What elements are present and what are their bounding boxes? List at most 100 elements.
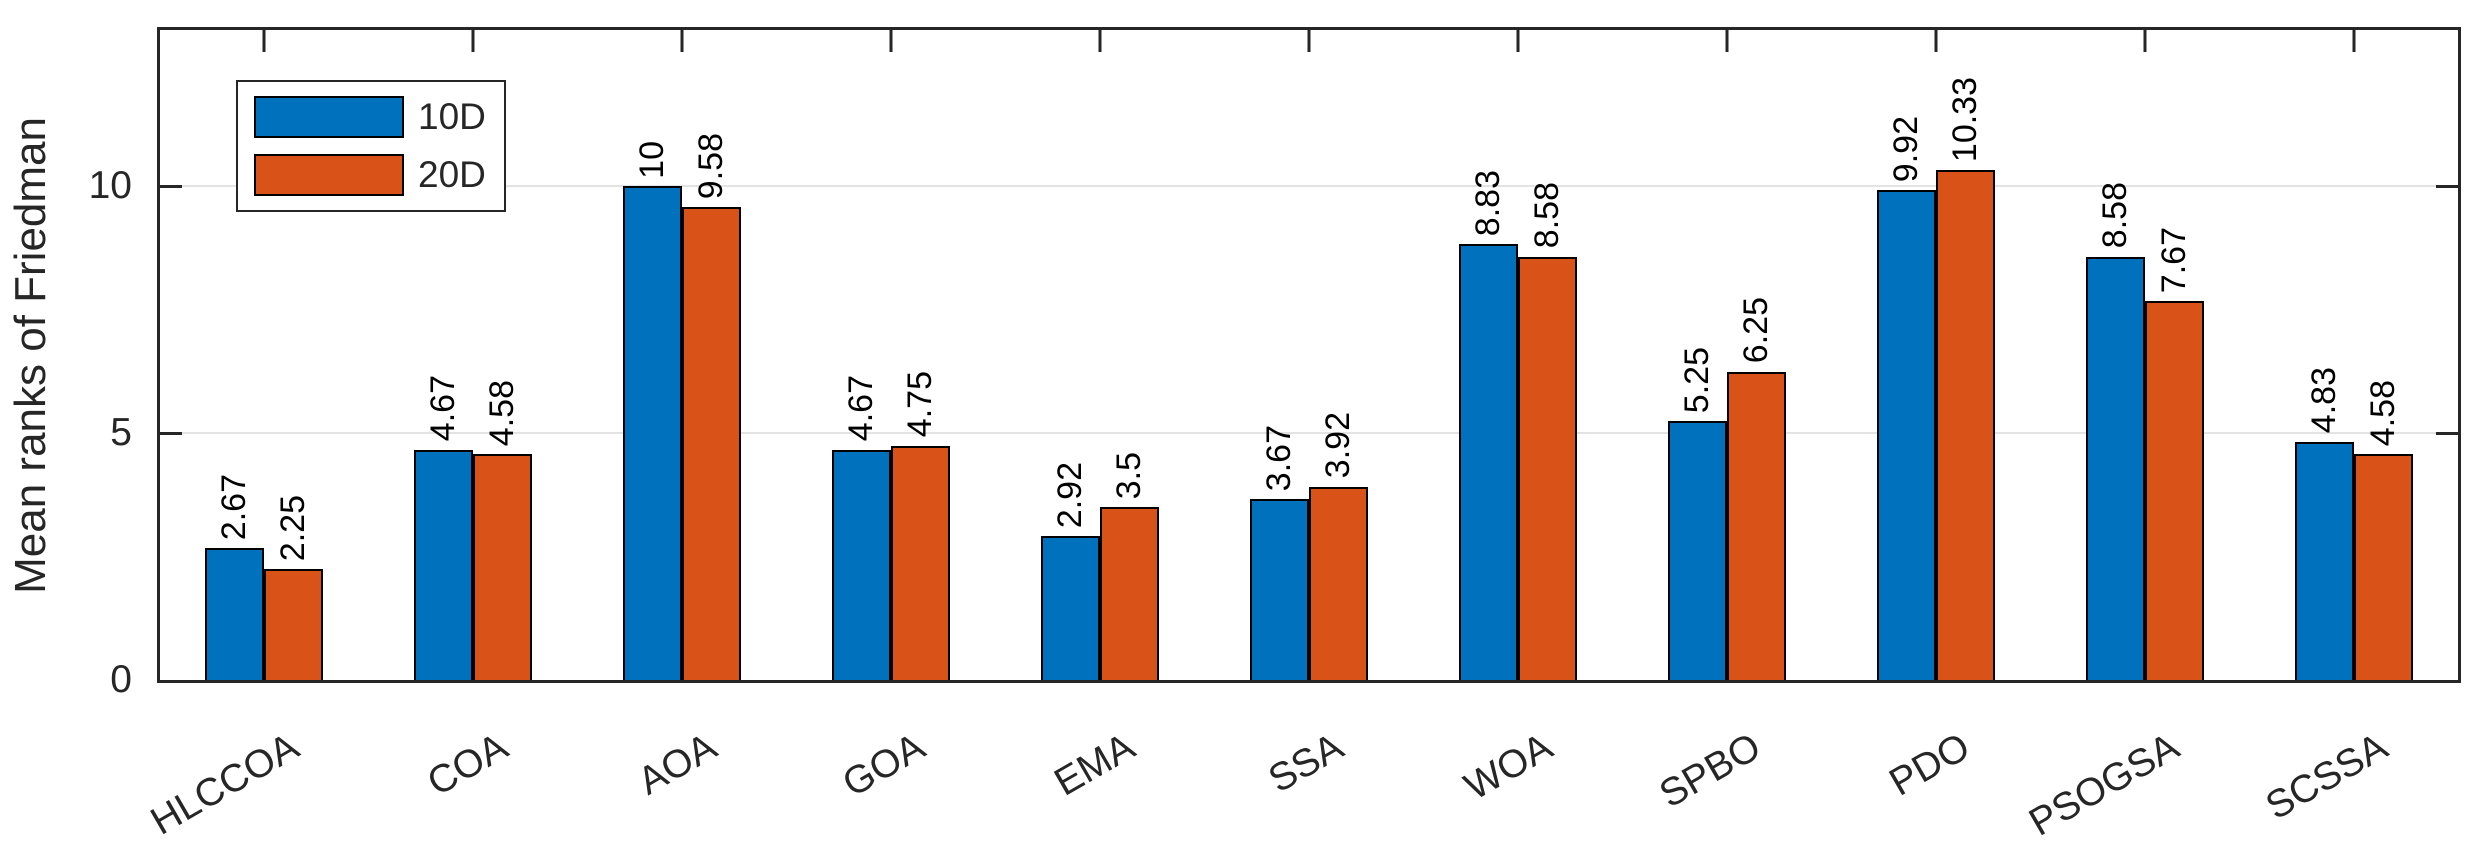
x-axis-category-label: GOA [836,725,933,806]
bar-pair: 2.92 3.5 [996,30,1205,680]
bar-10d-scssa [2294,441,2354,680]
x-axis-category-label: COA [420,725,515,805]
bar-groups: 2.67 2.25 HLCCOA 4.67 4.58 COA 10 9.58 AOA 4.67 4.… [144,30,2458,845]
bar-group-hlccoa: 2.67 2.25 HLCCOA [144,30,369,844]
y-tick-label: 5 [110,411,132,455]
bar-value-label: 6.25 [1736,297,1775,364]
x-axis-top-tick [680,30,684,52]
x-axis-category-label: EMA [1046,725,1142,805]
bar-value-label: 7.67 [2154,227,2193,294]
gridline [160,185,2458,188]
bar-wrap: 4.75 [891,30,951,680]
bar-20d-ema [1100,507,1160,680]
x-axis-top-tick [471,30,475,52]
bar-value-label: 9.92 [1886,116,1925,183]
bar-20d-spbo [1726,371,1786,680]
bar-group-pdo: 9.92 10.33 PDO [1831,30,2040,804]
plot-area: 2.67 2.25 HLCCOA 4.67 4.58 COA 10 9.58 AOA 4.67 4.… [144,27,2461,845]
bar-pair: 8.58 7.67 [2040,30,2249,680]
bar-10d-psogsa [2085,256,2145,680]
x-axis-top-tick [889,30,893,52]
bar-group-woa: 8.83 8.58 WOA [1413,30,1622,809]
bar-pair: 4.83 4.58 [2249,30,2458,680]
bar-wrap: 7.67 [2144,30,2204,680]
bar-group-psogsa: 8.58 7.67 PSOGSA [2022,30,2249,845]
bar-group-ssa: 3.67 3.92 SSA [1205,30,1414,801]
bar-10d-spbo [1667,420,1727,680]
bar-wrap: 2.25 [264,30,324,680]
bar-value-label: 4.58 [483,379,522,446]
x-axis-category-label: WOA [1457,725,1560,809]
bar-value-label: 4.67 [424,375,463,442]
bar-pair: 2.67 2.25 [160,30,369,680]
legend: 10D 20D [236,80,506,212]
bar-group-scssa: 4.83 4.58 SCSSA [2249,30,2458,828]
bar-20d-pdo [1935,170,1995,680]
bar-10d-ema [1041,535,1101,680]
bar-pair: 10 9.58 [578,30,787,680]
bar-value-label: 2.92 [1051,461,1090,528]
bar-value-label: 10.33 [1945,77,1984,163]
x-axis-top-tick [1725,30,1729,52]
bar-20d-woa [1517,256,1577,680]
bar-group-aoa: 10 9.58 AOA [578,30,787,803]
bar-wrap: 3.67 [1249,30,1309,680]
x-axis-top-tick [1934,30,1938,52]
legend-label: 10D [418,96,486,137]
bar-pair: 9.92 10.33 [1831,30,2040,680]
bar-wrap: 9.58 [682,30,742,680]
bar-value-label: 2.25 [274,494,313,561]
y-axis-tick [2436,431,2458,435]
bar-wrap: 4.67 [414,30,474,680]
bar-10d-aoa [623,186,683,680]
bar-value-label: 4.75 [901,371,940,438]
x-axis-top-tick [2352,30,2356,52]
bar-value-label: 8.58 [2095,182,2134,249]
bar-10d-pdo [1876,190,1936,680]
x-axis-top-tick [1098,30,1102,52]
bar-wrap: 2.67 [205,30,265,680]
bar-20d-aoa [682,207,742,680]
bar-wrap: 4.67 [832,30,892,680]
bar-group-goa: 4.67 4.75 GOA [787,30,996,806]
bar-wrap: 8.58 [2085,30,2145,680]
bar-wrap: 10 [623,30,683,680]
legend-swatch-10d [254,96,404,138]
bar-wrap: 3.92 [1308,30,1368,680]
bar-10d-coa [414,449,474,680]
bar-wrap: 4.83 [2294,30,2354,680]
bar-value-label: 4.83 [2304,367,2343,434]
bar-value-label: 4.67 [842,375,881,442]
axis-ticks [160,30,2458,680]
bar-value-label: 3.5 [1110,452,1149,500]
bar-20d-goa [891,445,951,680]
x-axis-category-label: SSA [1261,725,1351,802]
bar-20d-scssa [2353,453,2413,680]
bar-value-label: 8.83 [1468,170,1507,237]
bar-group-ema: 2.92 3.5 EMA [996,30,1205,804]
legend-label: 20D [418,154,486,195]
x-axis-category-label: HLCCOA [143,725,306,844]
bar-value-label: 3.92 [1318,412,1357,479]
bar-10d-goa [832,449,892,680]
y-axis-tick [160,431,182,435]
bar-10d-ssa [1249,498,1309,680]
bar-pair: 8.83 8.58 [1413,30,1622,680]
bar-value-label: 3.67 [1259,424,1298,491]
bar-pair: 5.25 6.25 [1622,30,1831,680]
bar-wrap: 5.25 [1667,30,1727,680]
y-axis-title-wrap: Mean ranks of Friedman [6,27,56,683]
bar-wrap: 4.58 [2353,30,2413,680]
gridline [160,432,2458,435]
x-axis-category-label: SPBO [1652,725,1769,817]
bar-group-coa: 4.67 4.58 COA [369,30,578,804]
bar-10d-hlccoa [205,548,265,680]
x-axis-category-label: SCSSA [2259,725,2396,829]
x-axis-top-tick [1307,30,1311,52]
gridlines [160,30,2458,680]
y-axis-tick [2436,184,2458,188]
x-axis-category-label: AOA [630,725,724,804]
bar-value-label: 8.58 [1527,182,1566,249]
x-axis-top-tick [262,30,266,52]
